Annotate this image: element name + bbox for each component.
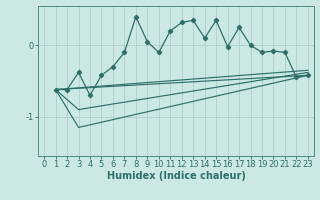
X-axis label: Humidex (Indice chaleur): Humidex (Indice chaleur)	[107, 171, 245, 181]
